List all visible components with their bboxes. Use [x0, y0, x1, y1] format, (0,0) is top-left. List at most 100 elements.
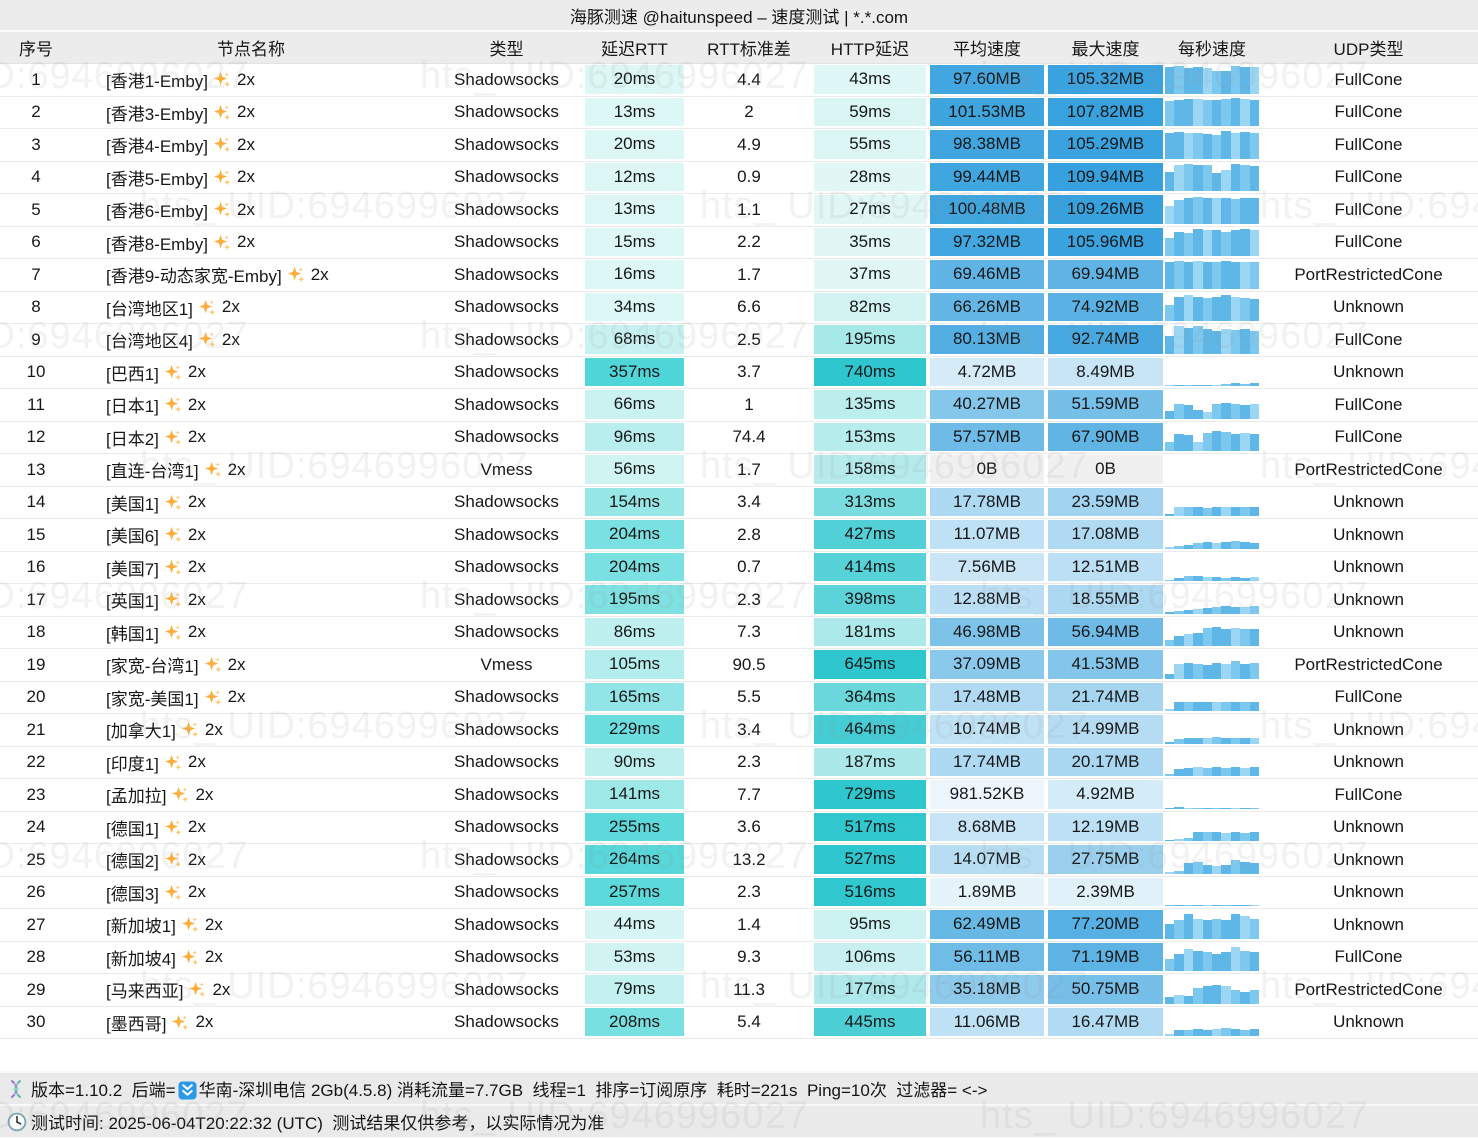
rtt-latency-cell: 66ms [583, 389, 686, 421]
avg-speed-cell: 11.06MB [928, 1007, 1046, 1039]
speed-bar [1174, 870, 1184, 874]
per-second-speed-chart [1165, 942, 1259, 974]
table-row: 3 [香港4-Emby] 2x Shadowsocks 20ms 4.9 55m… [0, 129, 1478, 162]
table-row: 15 [美国6] 2x Shadowsocks 204ms 2.8 427ms … [0, 519, 1478, 552]
speed-bar [1193, 132, 1203, 159]
speed-bar [1249, 383, 1259, 386]
speed-bar [1202, 197, 1213, 224]
node-name-label: [家宽-台湾1] [106, 657, 199, 677]
node-name-cell: [日本1] 2x [72, 389, 430, 421]
speed-bar [1174, 200, 1184, 224]
udp-type-cell: PortRestrictedCone [1294, 979, 1443, 999]
speed-bar [1212, 173, 1222, 191]
avg-speed-cell: 11.07MB [928, 519, 1046, 551]
speed-bar [1249, 662, 1259, 679]
column-header: 每秒速度 [1178, 40, 1246, 59]
http-latency-cell: 35ms [812, 227, 928, 259]
per-second-speed-chart [1165, 909, 1259, 941]
speed-bar [1165, 206, 1175, 224]
speed-bar [1174, 99, 1184, 126]
max-speed-cell: 109.26MB [1046, 194, 1165, 226]
node-name-cell: [台湾地区1] 2x [72, 292, 430, 324]
udp-type-cell: Unknown [1333, 752, 1404, 772]
speed-bar [1183, 634, 1194, 646]
node-name-cell: [直连-台湾1] 2x [72, 454, 430, 486]
protocol-type-cell: Vmess [480, 459, 533, 479]
rtt-stddev-cell: 7.3 [737, 622, 761, 642]
udp-type-cell: Unknown [1333, 914, 1404, 934]
speed-bar [1212, 767, 1222, 776]
speed-bar [1202, 986, 1213, 1004]
sparkles-icon [287, 267, 304, 283]
row-index-cell: 26 [26, 882, 46, 902]
rtt-stddev-cell: 2.3 [737, 882, 761, 902]
speed-bar [1212, 905, 1222, 906]
speed-bar [1249, 832, 1259, 841]
speed-bars [1165, 813, 1259, 841]
speed-bar [1193, 228, 1203, 256]
rtt-latency-cell: 208ms [583, 1007, 686, 1039]
footer-version-backend-label: 版本=1.10.2 后端= [31, 1081, 176, 1100]
speed-bars [1165, 163, 1259, 191]
protocol-type-cell: Shadowsocks [454, 232, 559, 252]
table-row: 9 [台湾地区4] 2x Shadowsocks 68ms 2.5 195ms … [0, 324, 1478, 357]
speed-bar [1230, 404, 1241, 419]
http-latency-cell: 187ms [812, 747, 928, 779]
speed-bar [1165, 132, 1175, 159]
speed-bar [1202, 702, 1213, 711]
speed-bar [1202, 607, 1213, 614]
speed-bar [1230, 541, 1241, 549]
row-index-cell: 25 [26, 849, 46, 869]
protocol-type-cell: Shadowsocks [454, 752, 559, 772]
row-index-cell: 20 [26, 687, 46, 707]
node-multiplier-label: 2x [195, 1012, 214, 1032]
avg-speed-cell: 4.72MB [928, 357, 1046, 389]
max-speed-cell: 77.20MB [1046, 909, 1165, 941]
speed-bar [1221, 577, 1231, 581]
speed-bar [1174, 578, 1184, 581]
table-row: 21 [加拿大1] 2x Shadowsocks 229ms 3.4 464ms… [0, 714, 1478, 747]
udp-type-cell: FullCone [1334, 329, 1403, 349]
speed-bars [1165, 585, 1259, 614]
http-latency-cell: 313ms [812, 487, 928, 519]
rtt-stddev-cell: 1.4 [737, 914, 761, 934]
speed-bars [1165, 293, 1259, 321]
node-name-cell: [台湾地区4] 2x [72, 324, 430, 356]
udp-type-cell: Unknown [1333, 882, 1404, 902]
rtt-latency-cell: 44ms [583, 909, 686, 941]
speed-bar [1183, 506, 1194, 516]
node-multiplier-label: 2x [187, 524, 206, 544]
node-multiplier-label: 2x [187, 394, 206, 414]
speed-bar [1249, 230, 1259, 256]
sparkles-icon [181, 917, 199, 933]
speed-bar [1221, 905, 1231, 906]
node-name-cell: [新加坡4] 2x [72, 942, 430, 974]
speed-bar [1212, 918, 1222, 939]
node-multiplier-label: 2x [187, 849, 206, 869]
column-header: 类型 [489, 40, 524, 59]
speed-bar [1230, 577, 1241, 581]
protocol-type-cell: Shadowsocks [454, 1012, 559, 1032]
per-second-speed-chart [1165, 454, 1259, 486]
rtt-stddev-cell: 1.1 [737, 199, 761, 219]
speed-bar [1230, 97, 1241, 126]
node-multiplier-label: 2x [187, 882, 206, 902]
speed-bar [1249, 628, 1259, 646]
udp-type-cell: Unknown [1333, 589, 1404, 609]
node-multiplier-label: 2x [227, 687, 246, 707]
node-name-label: [香港6-Emby] [106, 202, 209, 222]
rtt-latency-cell: 96ms [583, 422, 686, 454]
rtt-latency-cell: 86ms [583, 617, 686, 649]
protocol-type-cell: Shadowsocks [454, 427, 559, 447]
http-latency-cell: 135ms [812, 389, 928, 421]
speed-bar [1193, 664, 1203, 679]
speed-bar [1240, 262, 1250, 289]
speed-bar [1183, 232, 1194, 256]
speed-bars [1165, 748, 1259, 776]
speed-bar [1240, 1029, 1250, 1036]
rtt-latency-cell: 68ms [583, 324, 686, 356]
speed-bars [1165, 488, 1259, 516]
speed-bar [1249, 433, 1259, 451]
sparkles-icon [213, 137, 231, 153]
avg-speed-cell: 57.57MB [928, 422, 1046, 454]
